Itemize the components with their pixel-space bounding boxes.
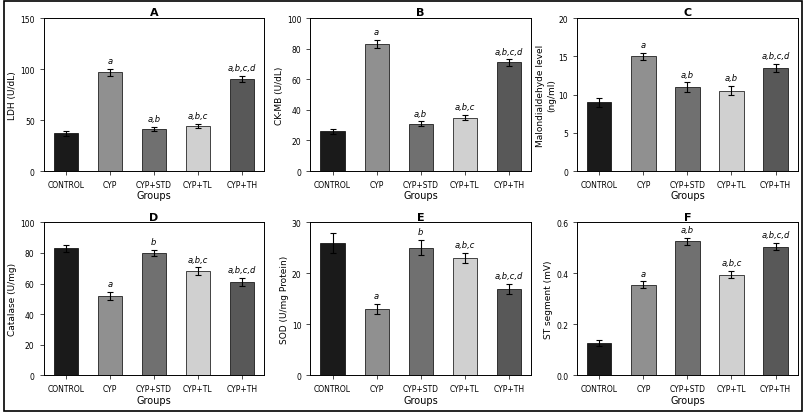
Title: F: F [683, 212, 692, 222]
Bar [185, 127, 210, 172]
Text: a: a [107, 280, 112, 288]
Text: a: a [107, 57, 112, 66]
Y-axis label: ST segment (mV): ST segment (mV) [544, 260, 553, 338]
Text: a,b,c: a,b,c [455, 240, 475, 249]
Bar [185, 272, 210, 375]
Bar [230, 80, 254, 172]
Bar [54, 249, 78, 375]
Y-axis label: SOD (U/mg Protein): SOD (U/mg Protein) [280, 255, 289, 343]
X-axis label: Groups: Groups [136, 191, 171, 201]
Bar [98, 296, 122, 375]
Bar [675, 88, 700, 172]
Bar [142, 253, 166, 375]
Text: b: b [418, 228, 423, 237]
Text: a,b: a,b [681, 226, 694, 235]
X-axis label: Groups: Groups [136, 395, 171, 405]
Text: a: a [374, 291, 379, 300]
Bar [453, 259, 477, 375]
Bar [720, 92, 744, 172]
Text: a: a [374, 28, 379, 37]
Bar [142, 130, 166, 172]
Y-axis label: Catalase (U/mg): Catalase (U/mg) [8, 263, 18, 335]
Bar [588, 344, 612, 375]
Text: a,b,c: a,b,c [188, 255, 208, 264]
Title: D: D [149, 212, 159, 222]
Bar [230, 282, 254, 375]
Bar [364, 45, 388, 172]
Text: a,b: a,b [725, 74, 738, 83]
Text: a,b,c: a,b,c [188, 112, 208, 121]
Title: B: B [417, 8, 425, 18]
Y-axis label: CK-MB (U/dL): CK-MB (U/dL) [275, 66, 285, 124]
Title: E: E [417, 212, 425, 222]
Text: a,b,c,d: a,b,c,d [228, 266, 256, 275]
Text: a: a [641, 269, 646, 278]
Text: a,b,c,d: a,b,c,d [495, 47, 523, 57]
Text: a,b,c,d: a,b,c,d [495, 271, 523, 280]
Bar [409, 248, 433, 375]
Text: a,b,c,d: a,b,c,d [762, 231, 790, 240]
X-axis label: Groups: Groups [670, 191, 704, 201]
Bar [720, 275, 744, 375]
Title: C: C [683, 8, 692, 18]
Y-axis label: LDH (U/dL): LDH (U/dL) [8, 71, 18, 120]
Text: a,b: a,b [414, 109, 427, 118]
Text: a,b,c: a,b,c [455, 103, 475, 112]
Bar [409, 124, 433, 172]
X-axis label: Groups: Groups [670, 395, 704, 405]
Bar [763, 247, 787, 375]
Y-axis label: Malondialdehyde level
(ng/ml): Malondialdehyde level (ng/ml) [537, 44, 556, 146]
Bar [54, 134, 78, 172]
Text: a,b: a,b [681, 70, 694, 79]
Bar [98, 73, 122, 172]
Bar [364, 309, 388, 375]
Text: b: b [152, 237, 156, 247]
Bar [453, 118, 477, 172]
Bar [588, 103, 612, 172]
Text: a,b,c,d: a,b,c,d [762, 52, 790, 61]
Bar [763, 69, 787, 172]
Title: A: A [150, 8, 158, 18]
X-axis label: Groups: Groups [403, 191, 438, 201]
Bar [631, 285, 655, 375]
Bar [496, 289, 521, 375]
Bar [321, 132, 345, 172]
Bar [321, 243, 345, 375]
Bar [496, 63, 521, 172]
Text: a,b,c,d: a,b,c,d [228, 64, 256, 73]
X-axis label: Groups: Groups [403, 395, 438, 405]
Bar [631, 57, 655, 172]
Bar [675, 242, 700, 375]
Text: a,b: a,b [147, 115, 160, 124]
Text: a,b,c: a,b,c [721, 259, 742, 268]
Text: a: a [641, 40, 646, 50]
